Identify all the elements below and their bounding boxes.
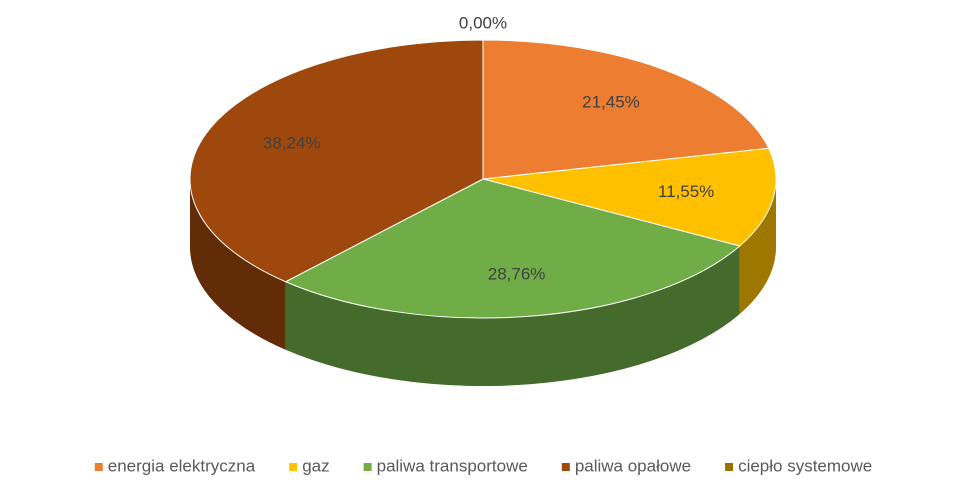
slice [189, 39, 484, 283]
data-label: 38,24% [263, 133, 321, 152]
data-label: 21,45% [582, 92, 640, 111]
legend-swatch [94, 463, 103, 471]
legend-label: ciepło systemowe [738, 456, 872, 475]
data-label: 11,55% [658, 182, 714, 201]
legend-swatch [363, 463, 372, 471]
slice-side [285, 245, 740, 386]
legend-label: paliwa opałowe [575, 456, 691, 475]
slice [284, 178, 741, 319]
slice-side-shade [285, 245, 740, 386]
slice-side [739, 179, 776, 314]
legend-swatch [561, 463, 570, 471]
slice [482, 147, 777, 247]
legend-label: energia elektryczna [108, 456, 256, 475]
data-label: 0,00% [459, 13, 507, 32]
slice-side-shade [190, 179, 286, 350]
data-label: 28,76% [488, 264, 546, 283]
legend-label: gaz [302, 456, 329, 475]
slice [482, 39, 770, 180]
legend-swatch [725, 463, 734, 471]
legend: energia elektryczna gaz paliwa transportow… [94, 456, 872, 475]
slice-side [190, 179, 286, 350]
legend-label: paliwa transportowe [377, 456, 528, 475]
legend-swatch [289, 463, 298, 471]
slice-side-shade [739, 179, 776, 314]
